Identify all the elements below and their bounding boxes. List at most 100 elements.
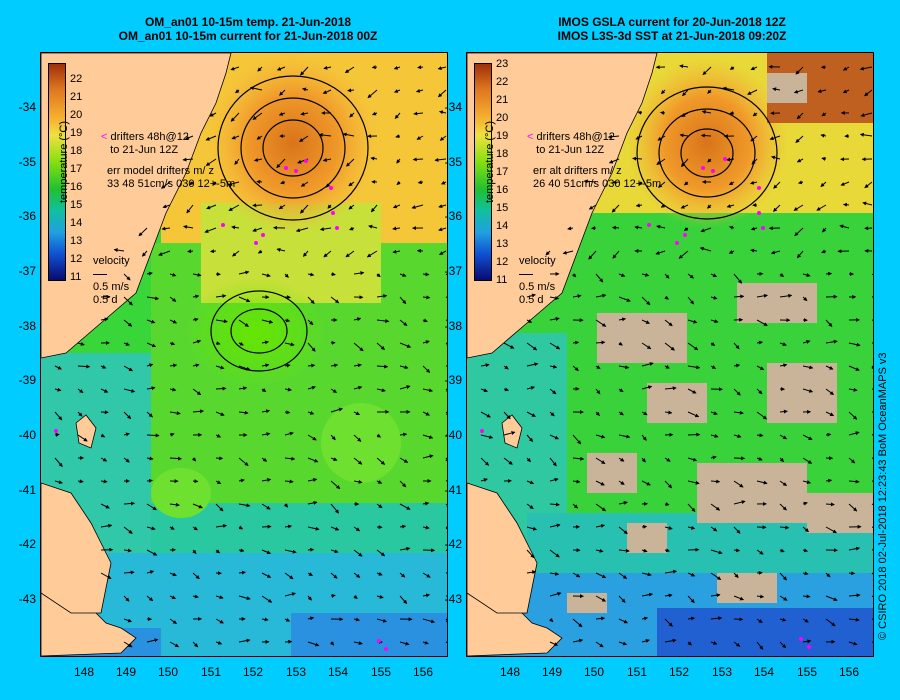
velocity-arrow [549, 342, 561, 350]
lat-label: -37 [444, 264, 462, 278]
velocity-arrow [480, 363, 490, 368]
velocity-arrow [802, 296, 808, 302]
velocity-arrow [793, 204, 804, 211]
lon-label: 154 [753, 665, 775, 679]
velocity-arrow [438, 227, 447, 232]
velocity-arrow [802, 388, 814, 393]
lat-label: -41 [444, 483, 462, 497]
velocity-arrow [366, 250, 378, 258]
velocity-arrow [422, 318, 428, 323]
velocity-arrow [299, 135, 309, 143]
velocity-arrow [353, 363, 362, 368]
velocity-arrow [284, 617, 291, 622]
velocity-arrow [821, 156, 827, 161]
velocity-arrow [618, 526, 628, 535]
right-err-note: err alt drifters m/ z 26 40 51cm/s 030 1… [533, 165, 662, 190]
right-map[interactable]: 23 22 21 20 19 18 17 16 15 14 13 12 11 t… [466, 52, 874, 657]
velocity-arrow [572, 273, 577, 278]
velocity-arrow [480, 388, 488, 393]
velocity-arrow [728, 181, 735, 186]
velocity-arrow [664, 480, 673, 489]
velocity-arrow [687, 480, 700, 485]
velocity-arrow [795, 135, 804, 143]
velocity-arrow [756, 594, 765, 599]
flinders-island [75, 414, 97, 449]
left-map[interactable]: 22 21 20 19 18 17 16 15 14 13 12 11 temp… [40, 52, 448, 657]
velocity-arrow [756, 456, 763, 461]
velocity-arrow [572, 638, 584, 643]
velocity-arrow [438, 204, 447, 209]
velocity-arrow [687, 525, 696, 530]
velocity-arrow [77, 388, 84, 394]
velocity-arrow [871, 526, 873, 528]
velocity-arrow [300, 181, 309, 187]
velocity-arrow [161, 226, 171, 231]
velocity-arrow [123, 570, 135, 575]
velocity-arrow [371, 65, 378, 70]
velocity-arrow [657, 181, 666, 188]
velocity-arrow [641, 272, 650, 277]
velocity-arrow [77, 479, 84, 484]
velocity-arrow [192, 317, 199, 322]
velocity-arrow [348, 181, 355, 187]
left-cbar-tick: 16 [70, 181, 83, 193]
velocity-arrow [319, 227, 332, 232]
velocity-arrow [146, 411, 153, 418]
velocity-arrow [209, 112, 217, 117]
velocity-arrow [526, 526, 538, 531]
warm-eddy-currents [636, 86, 778, 220]
velocity-arrow [346, 158, 355, 167]
velocity-arrow [192, 594, 199, 599]
velocity-arrow [257, 249, 263, 254]
velocity-arrow [422, 272, 430, 277]
velocity-arrow [756, 411, 768, 420]
missing-sst-patches [567, 73, 873, 613]
velocity-arrow [859, 66, 873, 71]
velocity-arrow [399, 546, 411, 551]
left-cbar-tick: 17 [70, 163, 83, 175]
lat-label: -38 [18, 319, 36, 333]
velocity-arrow [595, 595, 607, 602]
velocity-arrow [549, 549, 560, 558]
velocity-arrow [77, 364, 91, 369]
velocity-arrow [687, 365, 701, 370]
lat-label: -42 [444, 537, 462, 551]
velocity-arrow [572, 572, 581, 578]
velocity-arrow [595, 503, 607, 512]
velocity-arrow [722, 86, 735, 91]
velocity-arrow [526, 362, 539, 367]
velocity-arrow [825, 526, 837, 534]
velocity-arrow [779, 457, 785, 463]
velocity-arrow [795, 66, 804, 75]
velocity-arrow [608, 158, 620, 164]
velocity-arrow [345, 250, 355, 258]
velocity-arrow [779, 409, 788, 414]
velocity-arrow [595, 480, 605, 486]
velocity-arrow [664, 569, 678, 574]
velocity-arrow [192, 409, 204, 414]
velocity-arrow [146, 271, 153, 276]
velocity-arrow [871, 388, 873, 390]
velocity-arrow [687, 319, 698, 324]
velocity-arrow [769, 135, 781, 141]
velocity-arrow [710, 572, 722, 581]
right-colorbar-label: temperature (°C) [484, 120, 496, 203]
velocity-arrow [618, 572, 628, 579]
velocity-arrow [595, 293, 607, 298]
velocity-arrow [422, 295, 431, 300]
velocity-arrow [825, 478, 833, 483]
velocity-arrow [399, 457, 409, 463]
velocity-arrow [422, 593, 431, 598]
lon-label: 151 [626, 665, 648, 679]
velocity-arrow [368, 224, 378, 229]
velocity-arrow [146, 456, 154, 461]
right-map-canvas [467, 53, 873, 656]
right-cbar-tick: 17 [496, 166, 509, 178]
velocity-arrow [660, 203, 666, 208]
velocity-arrow [664, 638, 677, 643]
velocity-arrow [802, 340, 811, 344]
velocity-arrow [618, 480, 625, 485]
velocity-arrow [261, 503, 271, 510]
velocity-arrow [862, 201, 873, 206]
velocity-arrow [370, 204, 378, 213]
